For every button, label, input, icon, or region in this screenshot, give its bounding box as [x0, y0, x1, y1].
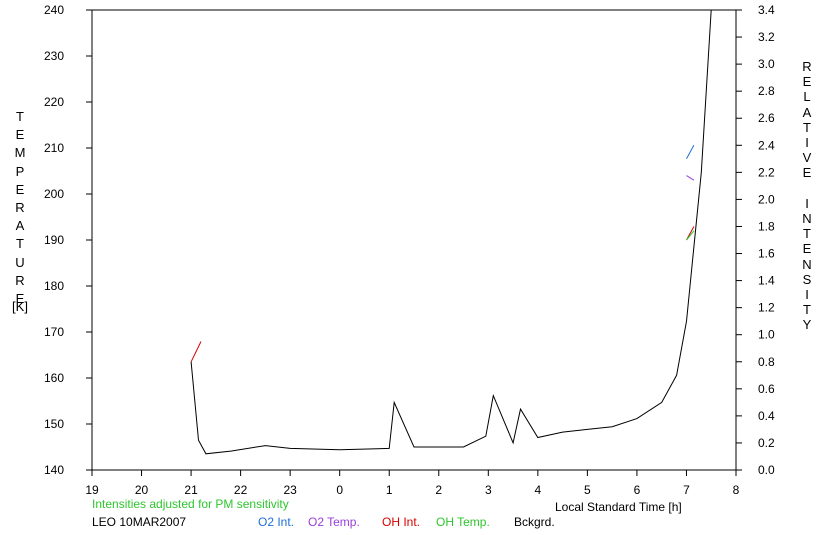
y2-tick-label: 2.2 — [758, 165, 775, 179]
axis-title-letter: V — [802, 150, 812, 166]
y2-tick-label: 2.6 — [758, 111, 775, 125]
y-tick-label: 170 — [44, 325, 64, 339]
x-tick-label: 19 — [85, 483, 99, 497]
right-y-axis: 0.0 0.2 0.4 0.6 0.8 1.0 1.2 1.4 1.6 1.8 2.0 2.2 2.4 2… — [736, 3, 775, 477]
y2-tick-label: 0.2 — [758, 436, 775, 450]
y2-tick-label: 0.0 — [758, 463, 775, 477]
axis-title-letter: R — [15, 200, 25, 215]
legend-o2-temp: O2 Temp. — [308, 515, 360, 529]
y2-tick-label: 3.4 — [758, 3, 775, 17]
axis-title-letter: M — [14, 145, 26, 161]
y2-tick-label: 1.6 — [758, 247, 775, 261]
series-group — [190, 9, 712, 455]
axis-title-letter: S — [802, 271, 812, 287]
axis-title-letter: A — [802, 104, 812, 120]
y-tick-label: 210 — [44, 141, 64, 155]
y-tick-label: 140 — [44, 463, 64, 477]
series-line-o2-int-21 — [686, 145, 695, 160]
x-tick-label: 21 — [184, 483, 198, 497]
axis-title-letter: N — [802, 211, 812, 226]
y2-tick-label: 1.2 — [758, 301, 775, 315]
axis-title-letter: I — [805, 195, 809, 211]
y2-tick-label: 1.8 — [758, 219, 775, 233]
x-tick-label: 5 — [584, 483, 591, 497]
axis-title-letter: N — [802, 256, 812, 272]
x-tick-label: 0 — [336, 483, 343, 497]
axis-title-letter: U — [15, 254, 25, 270]
y-tick-label: 200 — [44, 187, 64, 201]
y2-tick-label: 2.0 — [758, 192, 775, 206]
legend-oh-temp: OH Temp. — [436, 515, 490, 529]
axis-title-letter: E — [802, 165, 812, 181]
axis-title-letter: T — [803, 226, 811, 242]
y-tick-label: 180 — [44, 279, 64, 293]
y2-tick-label: 3.2 — [758, 30, 775, 44]
y-tick-label: 160 — [44, 371, 64, 385]
y-tick-label: 150 — [44, 417, 64, 431]
left-axis-unit: [K] — [12, 299, 28, 314]
y-tick-label: 220 — [44, 95, 64, 109]
axis-title-letter: E — [802, 241, 812, 257]
axis-title-letter: I — [805, 135, 809, 150]
axis-title-letter: E — [15, 127, 25, 143]
axis-title-letter: P — [15, 163, 25, 179]
x-tick-label: 22 — [234, 483, 248, 497]
y2-tick-label: 0.6 — [758, 382, 775, 396]
axis-title-letter: T — [803, 119, 811, 135]
series-line-oh-int — [190, 341, 202, 363]
adjustment-note: Intensities adjusted for PM sensitivity — [92, 497, 289, 511]
legend-bckgrd: Bckgrd. — [514, 515, 555, 529]
y2-tick-label: 2.4 — [758, 138, 775, 152]
axis-title-letter: T — [16, 109, 24, 124]
x-tick-label: 2 — [435, 483, 442, 497]
y-tick-label: 230 — [44, 49, 64, 63]
plot-frame — [91, 9, 737, 471]
x-axis-title: Local Standard Time [h] — [555, 500, 682, 514]
axis-title-letter: E — [15, 181, 25, 197]
series-line-bckgrd — [190, 9, 712, 455]
y-tick-label: 240 — [44, 3, 64, 17]
axis-title-letter: R — [802, 59, 812, 74]
series-line-o2-temp-21 — [686, 175, 695, 181]
legend-o2-int: O2 Int. — [258, 515, 295, 529]
y2-tick-label: 2.8 — [758, 84, 775, 98]
y2-tick-label: 1.4 — [758, 274, 775, 288]
axis-title-letter: I — [805, 287, 809, 302]
x-tick-label: 1 — [386, 483, 393, 497]
axis-title-letter: L — [803, 89, 811, 105]
axis-title-letter: A — [15, 218, 25, 234]
series-line-oh-temp-21 — [686, 230, 695, 241]
axis-title-letter: R — [15, 272, 25, 288]
x-tick-label: 8 — [733, 483, 740, 497]
x-tick-label: 3 — [485, 483, 492, 497]
x-tick-label: 23 — [283, 483, 297, 497]
axis-title-letter: E — [15, 291, 25, 306]
left-y-axis: 140 150 160 170 180 190 200 210 220 230 240 — [44, 3, 92, 477]
axis-title-letter: T — [16, 236, 24, 252]
y2-tick-label: 0.4 — [758, 409, 775, 423]
x-tick-label: 20 — [135, 483, 149, 497]
y2-tick-label: 0.8 — [758, 355, 775, 369]
x-tick-label: 4 — [535, 483, 542, 497]
axis-title-letter: Y — [802, 317, 812, 333]
y-tick-label: 190 — [44, 233, 64, 247]
y2-tick-label: 1.0 — [758, 328, 775, 342]
axis-title-letter: E — [802, 74, 812, 90]
legend-oh-int: OH Int. — [382, 515, 421, 529]
x-axis: 19 20 21 22 23 0 1 2 3 4 5 6 7 8 — [85, 470, 740, 497]
x-tick-label: 6 — [634, 483, 641, 497]
axis-title-letter: T — [803, 302, 811, 318]
site-date-label: LEO 10MAR2007 — [92, 515, 187, 529]
y2-tick-label: 3.0 — [758, 57, 775, 71]
x-tick-label: 7 — [683, 483, 690, 497]
